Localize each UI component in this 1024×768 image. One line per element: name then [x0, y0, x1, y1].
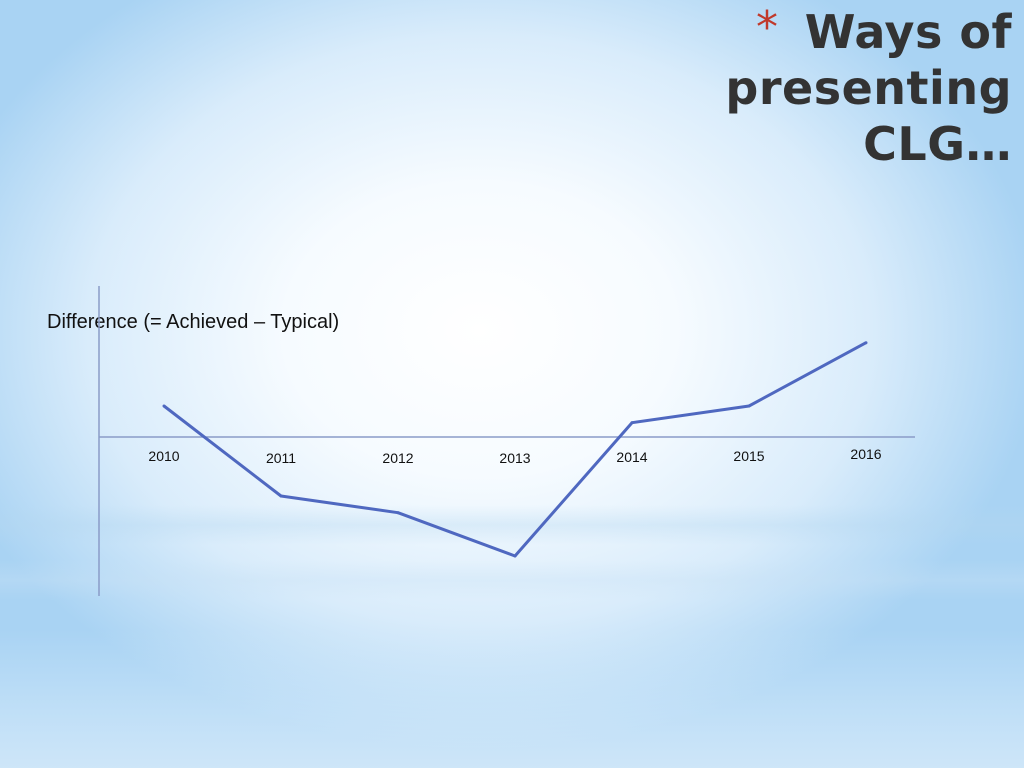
data-point-2016	[864, 341, 868, 345]
y-axis-label: Difference (= Achieved – Typical)	[47, 311, 340, 333]
x-tick-label: 2016	[850, 446, 881, 462]
data-point-2015	[747, 404, 751, 408]
x-tick-label: 2013	[499, 450, 530, 466]
data-point-2011	[279, 494, 283, 498]
data-point-2013	[513, 554, 517, 558]
x-tick-label: 2011	[266, 450, 296, 466]
x-tick-label: 2015	[733, 448, 764, 464]
slide-title: * Ways of presenting CLG…	[712, 4, 1012, 172]
data-point-2010	[162, 404, 166, 408]
data-point-2014	[630, 421, 634, 425]
x-tick-labels: 2010 2011 2012 2013 2014 2015 2016	[148, 446, 881, 466]
data-point-2012	[396, 511, 400, 515]
title-text: Ways of presenting CLG…	[725, 5, 1012, 171]
x-tick-label: 2010	[148, 448, 179, 464]
x-tick-label: 2012	[382, 450, 413, 466]
title-bullet-star: *	[756, 2, 778, 53]
data-points	[162, 341, 868, 558]
x-tick-label: 2014	[616, 449, 647, 465]
